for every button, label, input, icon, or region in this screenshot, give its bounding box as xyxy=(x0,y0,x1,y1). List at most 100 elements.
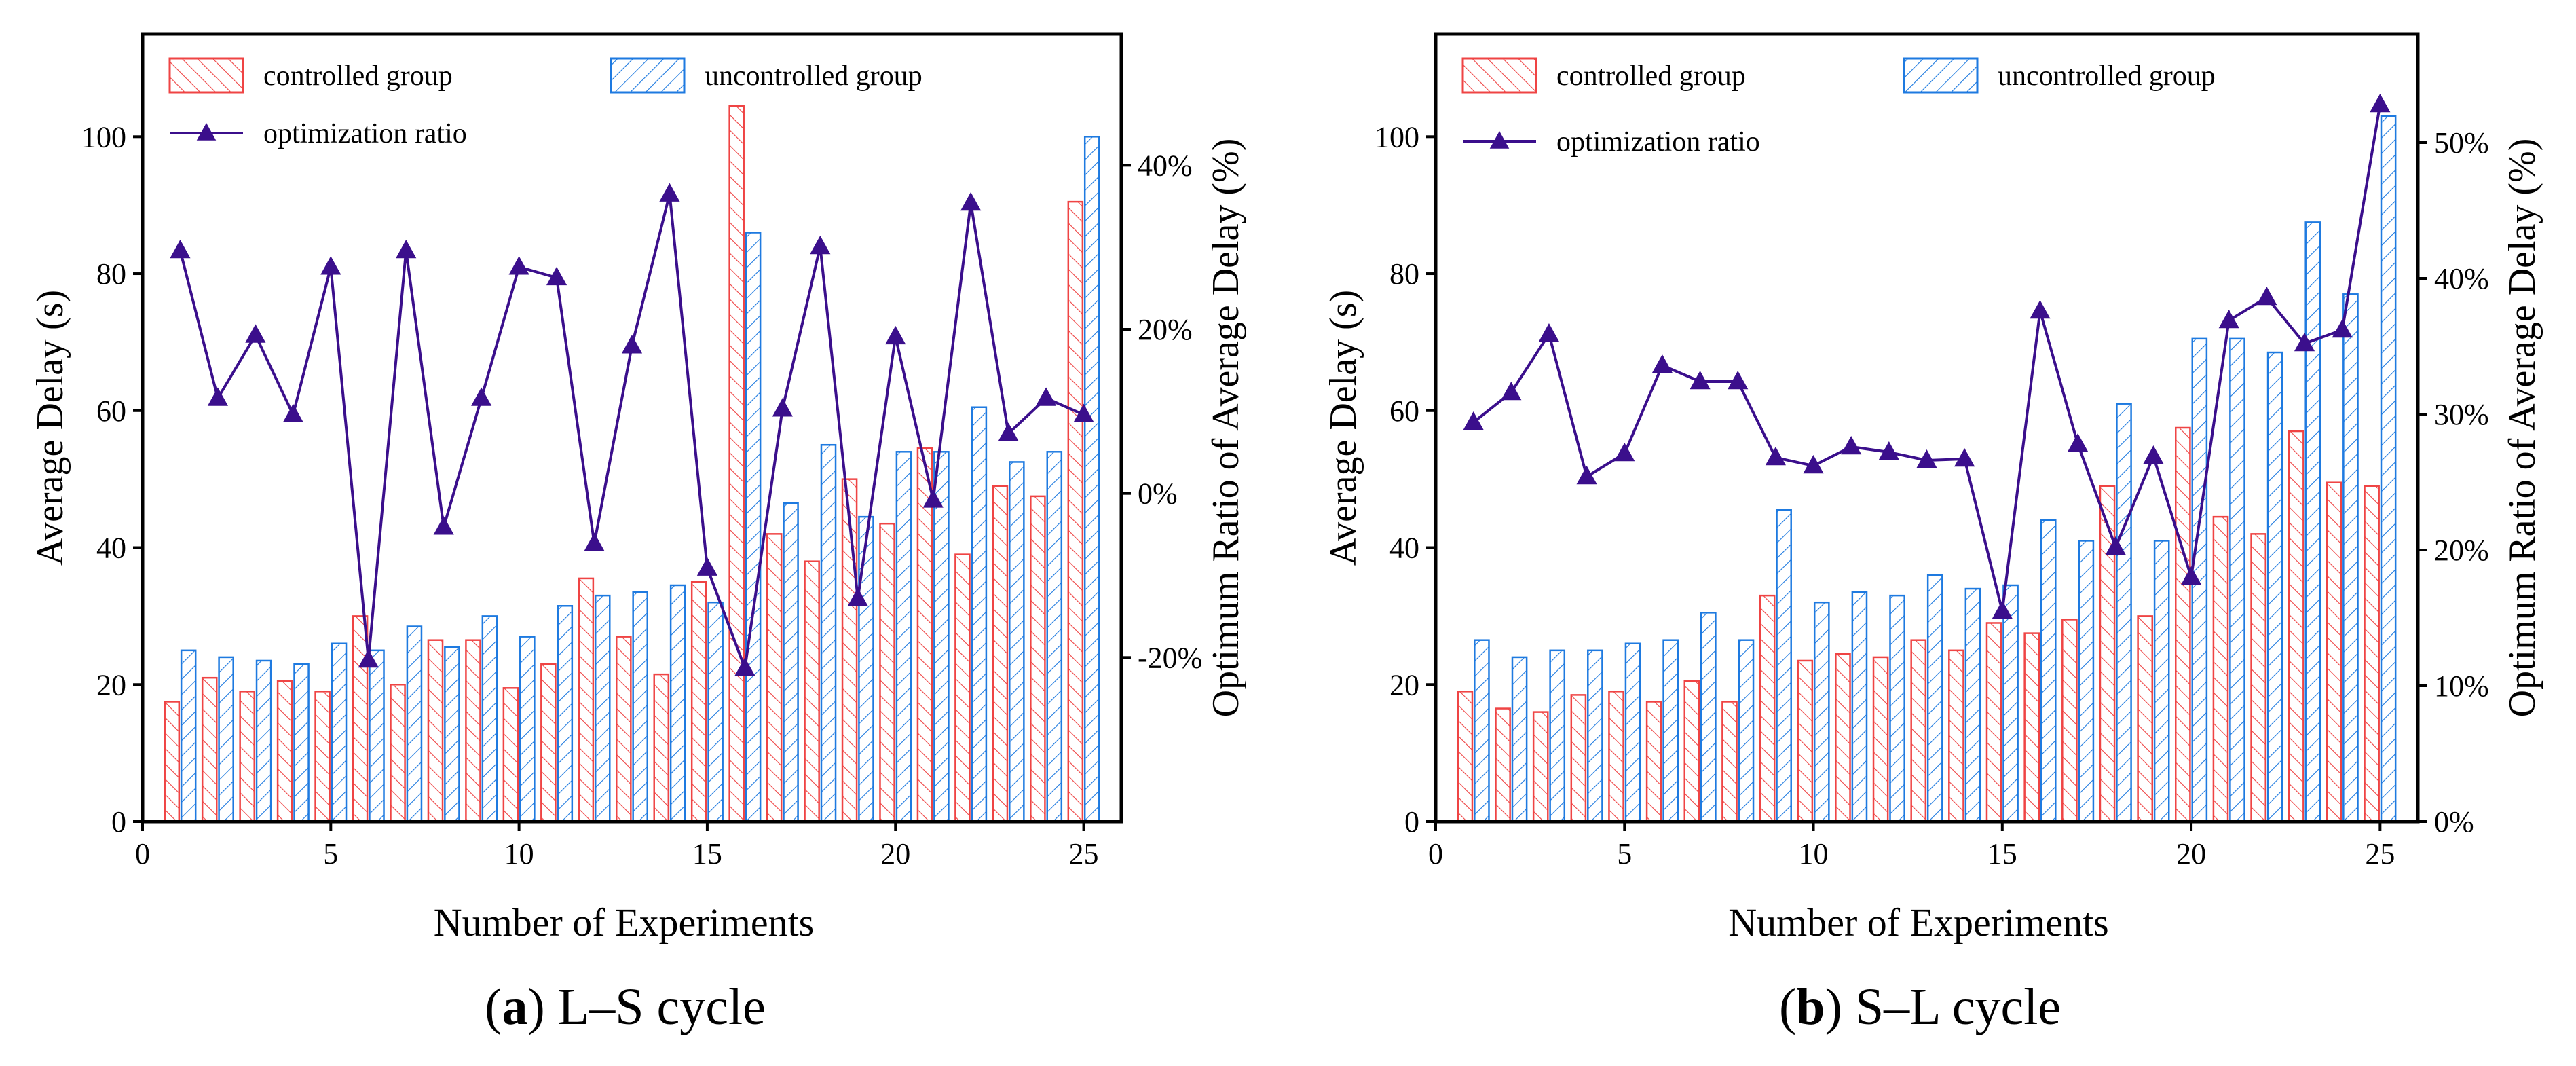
bar-controlled xyxy=(1608,691,1624,823)
bar-controlled xyxy=(1457,691,1474,823)
ratio-point xyxy=(508,256,529,275)
legend-label-controlled: controlled group xyxy=(263,60,453,92)
legend-label-ratio: optimization ratio xyxy=(263,118,467,149)
bar-controlled xyxy=(239,691,255,823)
bar-controlled xyxy=(427,639,444,823)
bar-controlled xyxy=(540,663,557,823)
bar-controlled xyxy=(502,687,519,823)
ratio-point xyxy=(772,398,793,417)
ratio-point xyxy=(1651,354,1673,373)
bar-uncontrolled xyxy=(1474,639,1490,823)
ratio-point xyxy=(207,387,229,406)
caption-letter: b xyxy=(1796,978,1825,1035)
y-tick-label: 40 xyxy=(1389,532,1419,565)
ratio-point xyxy=(396,239,417,259)
bar-uncontrolled xyxy=(820,443,837,823)
ratio-point xyxy=(1878,441,1899,460)
legend: controlled group uncontrolled group opti… xyxy=(168,57,922,149)
bar-controlled xyxy=(1683,680,1700,823)
bar-controlled xyxy=(352,615,369,823)
bar-uncontrolled xyxy=(1889,594,1905,823)
ratio-point xyxy=(1035,387,1057,406)
ratio-point xyxy=(659,183,680,202)
bar-uncontrolled xyxy=(1624,642,1641,823)
bar-uncontrolled xyxy=(669,584,686,823)
ratio-point xyxy=(1803,454,1824,474)
ratio-point xyxy=(2068,433,2089,452)
bar-uncontrolled xyxy=(519,636,536,823)
ratio-point xyxy=(1992,600,2013,619)
bar-uncontrolled xyxy=(707,601,724,823)
ratio-point xyxy=(2332,318,2353,338)
bar-controlled xyxy=(2250,533,2266,823)
ratio-point xyxy=(1463,411,1484,430)
legend-marker-ratio xyxy=(196,123,217,141)
y-axis-label: Average Delay (s) xyxy=(1322,290,1364,566)
y2-tick-label: 10% xyxy=(2434,669,2489,703)
bar-controlled xyxy=(201,676,218,823)
ratio-point xyxy=(621,335,643,354)
bar-controlled xyxy=(1948,649,1964,823)
y2-tick-label: 30% xyxy=(2434,398,2489,431)
bar-controlled xyxy=(766,533,783,823)
bar-uncontrolled xyxy=(2116,403,2132,823)
plot-frame xyxy=(141,32,1123,824)
bar-uncontrolled xyxy=(1851,591,1868,823)
caption-paren-close: ) xyxy=(527,978,557,1035)
y2-tick-label: -20% xyxy=(1138,641,1202,674)
bar-controlled xyxy=(1759,594,1776,823)
legend-swatch-controlled xyxy=(168,57,244,94)
axis-ticks: 0 5 10 15 20 25 0 20 40 60 80 100 0% 10% 20% 30% 40% 50% xyxy=(1375,120,2489,870)
y2-tick-label: 0% xyxy=(1138,477,1178,511)
ratio-point xyxy=(1765,446,1786,466)
bar-controlled xyxy=(1570,694,1587,823)
bar-controlled xyxy=(2061,619,2078,823)
bar-uncontrolled xyxy=(2078,540,2095,823)
ratio-point xyxy=(1954,447,1975,467)
ratio-point xyxy=(2180,566,2202,585)
ratio-point xyxy=(1073,403,1094,422)
bar-controlled xyxy=(1067,200,1084,823)
caption-paren-open: ( xyxy=(485,978,502,1035)
ratio-point xyxy=(2143,445,2164,464)
bar-uncontrolled xyxy=(331,642,348,823)
bar-uncontrolled xyxy=(1511,656,1528,823)
bar-uncontrolled xyxy=(2153,540,2170,823)
ratio-point xyxy=(810,235,831,255)
ratio-point xyxy=(1501,381,1522,401)
legend-marker-ratio xyxy=(1489,131,1510,149)
legend-swatch-uncontrolled xyxy=(1903,57,1979,94)
ratio-point xyxy=(847,587,868,606)
ratio-point xyxy=(1690,370,1711,390)
bar-uncontrolled xyxy=(971,406,988,823)
bar-controlled xyxy=(728,105,745,823)
y2-tick-label: 40% xyxy=(1138,149,1193,182)
y-tick-label: 80 xyxy=(1389,257,1419,291)
bar-controlled xyxy=(314,691,331,823)
y-tick-label: 20 xyxy=(96,668,126,701)
bar-uncontrolled xyxy=(557,605,574,823)
bar-controlled xyxy=(578,577,595,823)
chart-panel-b: 0 5 10 15 20 250204060801000%10%20%30%40%50% … xyxy=(1322,32,2543,1035)
axis-ticks: 0 5 10 15 20 25 0 20 40 60 80 100 -20% 0% 20% 40% xyxy=(81,120,1202,870)
x-axis-label: Number of Experiments xyxy=(1728,900,2109,944)
legend-label-uncontrolled: uncontrolled group xyxy=(1998,60,2216,92)
plot-layer xyxy=(1457,93,2397,823)
bar-controlled xyxy=(465,639,481,823)
bar-uncontrolled xyxy=(218,656,234,823)
y2-tick-label: 20% xyxy=(1138,313,1193,346)
bar-uncontrolled xyxy=(2229,337,2245,823)
plot-layer xyxy=(164,105,1100,823)
bar-controlled xyxy=(1030,495,1046,823)
bar-uncontrolled xyxy=(1662,639,1679,823)
bar-uncontrolled xyxy=(1009,461,1025,823)
ratio-point xyxy=(2370,93,2391,113)
legend: controlled group uncontrolled group opti… xyxy=(1461,57,2216,158)
bar-uncontrolled xyxy=(180,649,197,823)
bar-controlled xyxy=(2212,515,2229,823)
y-tick-label: 60 xyxy=(1389,394,1419,428)
bar-uncontrolled xyxy=(481,615,498,823)
x-tick-label: 10 xyxy=(1799,837,1829,870)
bar-uncontrolled xyxy=(2304,221,2321,823)
